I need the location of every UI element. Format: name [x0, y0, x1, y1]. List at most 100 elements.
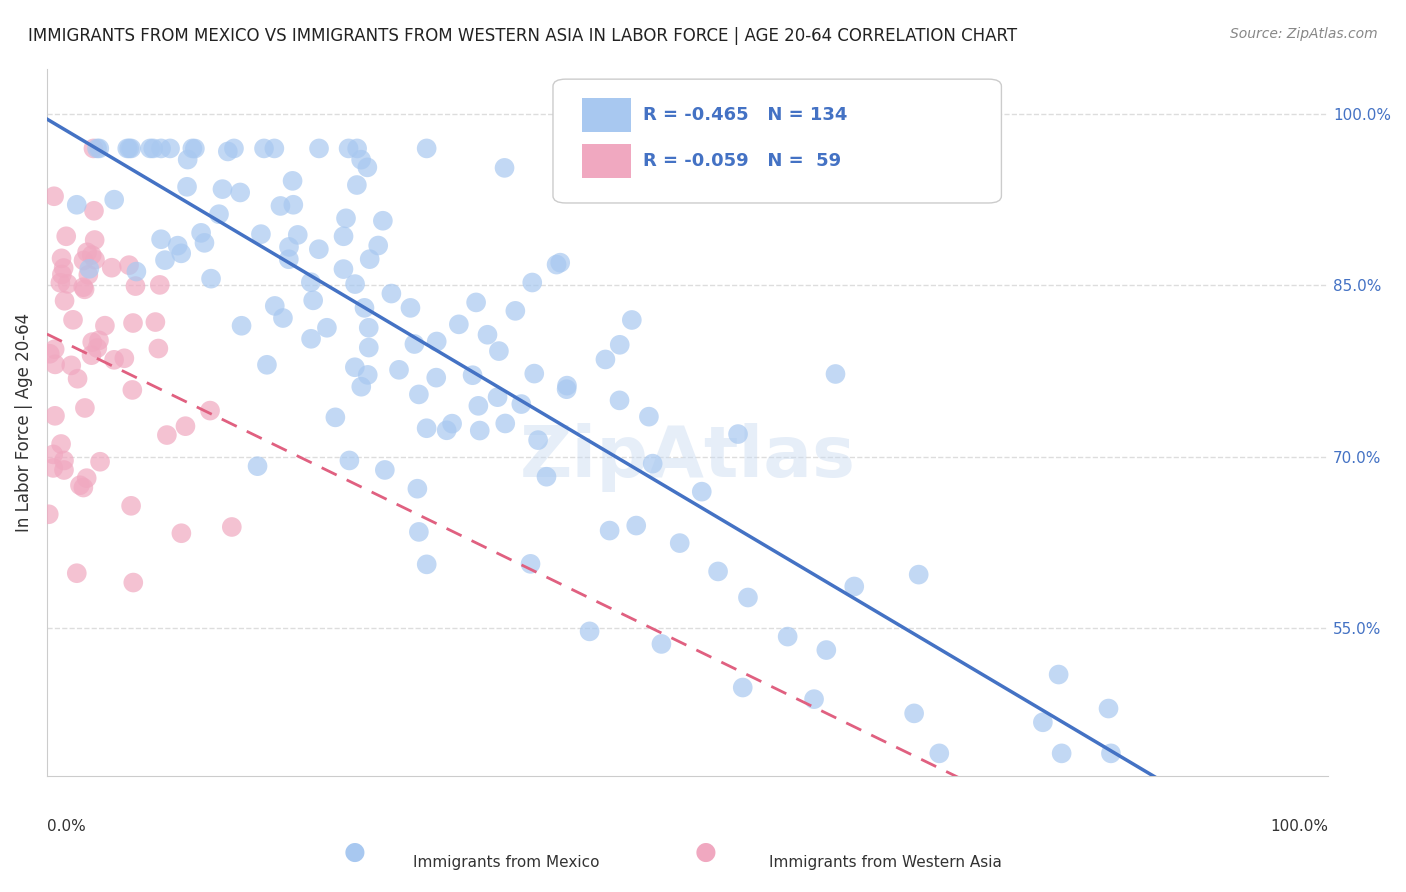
- Point: [707, 565, 730, 579]
- Point: [343, 360, 366, 375]
- Point: [344, 277, 367, 291]
- Point: [283, 198, 305, 212]
- Point: [181, 141, 204, 155]
- Text: R = -0.465   N = 134: R = -0.465 N = 134: [643, 105, 846, 123]
- Point: [174, 419, 197, 434]
- Point: [86, 341, 108, 355]
- Point: [815, 643, 838, 657]
- Text: 100.0%: 100.0%: [1270, 819, 1329, 834]
- Point: [522, 276, 544, 290]
- Point: [89, 455, 111, 469]
- Point: [222, 141, 245, 155]
- Point: [668, 536, 690, 550]
- Point: [406, 482, 429, 496]
- FancyBboxPatch shape: [582, 98, 631, 132]
- Point: [246, 459, 269, 474]
- Point: [221, 520, 243, 534]
- Point: [903, 706, 925, 721]
- Point: [145, 315, 167, 329]
- Point: [477, 327, 499, 342]
- Point: [198, 403, 221, 417]
- Point: [44, 409, 66, 423]
- Text: ●: ●: [343, 839, 366, 863]
- Point: [86, 141, 108, 155]
- Point: [357, 368, 380, 382]
- Point: [465, 295, 488, 310]
- Point: [650, 637, 672, 651]
- Point: [89, 141, 111, 155]
- Point: [217, 145, 239, 159]
- Point: [461, 368, 484, 383]
- Point: [112, 351, 135, 366]
- Point: [120, 499, 142, 513]
- Point: [578, 624, 600, 639]
- Point: [1099, 747, 1122, 761]
- Point: [42, 461, 65, 475]
- Point: [193, 235, 215, 250]
- Point: [928, 747, 950, 761]
- Point: [332, 262, 354, 277]
- Point: [53, 453, 76, 467]
- Point: [1097, 701, 1119, 715]
- Point: [609, 338, 631, 352]
- Point: [150, 141, 173, 155]
- Point: [367, 238, 389, 252]
- Point: [555, 378, 578, 392]
- Point: [51, 268, 73, 282]
- Point: [253, 141, 276, 155]
- Point: [626, 518, 648, 533]
- Point: [907, 567, 929, 582]
- Text: R = -0.059   N =  59: R = -0.059 N = 59: [643, 153, 841, 170]
- Point: [176, 179, 198, 194]
- Point: [42, 189, 65, 203]
- Point: [620, 313, 643, 327]
- Point: [100, 260, 122, 275]
- Point: [211, 182, 233, 196]
- Point: [441, 417, 464, 431]
- Point: [302, 293, 325, 308]
- Text: IMMIGRANTS FROM MEXICO VS IMMIGRANTS FROM WESTERN ASIA IN LABOR FORCE | AGE 20-6: IMMIGRANTS FROM MEXICO VS IMMIGRANTS FRO…: [28, 27, 1018, 45]
- Point: [72, 481, 94, 495]
- FancyBboxPatch shape: [582, 145, 631, 178]
- Point: [208, 207, 231, 221]
- Point: [332, 229, 354, 244]
- Point: [299, 332, 322, 346]
- Point: [546, 258, 568, 272]
- Point: [62, 313, 84, 327]
- Point: [118, 258, 141, 272]
- Text: Immigrants from Western Asia: Immigrants from Western Asia: [769, 855, 1002, 870]
- Point: [150, 232, 173, 246]
- Point: [436, 423, 458, 437]
- Point: [87, 334, 110, 348]
- Point: [72, 280, 94, 294]
- Point: [156, 428, 179, 442]
- Point: [263, 299, 285, 313]
- Point: [415, 141, 437, 155]
- Point: [82, 141, 104, 155]
- Point: [38, 347, 60, 361]
- Point: [271, 311, 294, 326]
- Point: [486, 390, 509, 404]
- Point: [350, 380, 373, 394]
- Point: [73, 401, 96, 415]
- Point: [83, 203, 105, 218]
- Point: [229, 186, 252, 200]
- Point: [1047, 667, 1070, 681]
- Point: [38, 508, 60, 522]
- Text: 0.0%: 0.0%: [46, 819, 86, 834]
- Point: [84, 252, 107, 267]
- Point: [166, 238, 188, 252]
- Point: [467, 399, 489, 413]
- Point: [56, 277, 79, 291]
- Point: [49, 276, 72, 290]
- Point: [690, 484, 713, 499]
- Point: [308, 242, 330, 256]
- Point: [124, 279, 146, 293]
- Point: [488, 344, 510, 359]
- Point: [824, 367, 846, 381]
- Point: [505, 303, 527, 318]
- Point: [408, 387, 430, 401]
- Point: [408, 524, 430, 539]
- Point: [80, 348, 103, 362]
- Point: [415, 421, 437, 435]
